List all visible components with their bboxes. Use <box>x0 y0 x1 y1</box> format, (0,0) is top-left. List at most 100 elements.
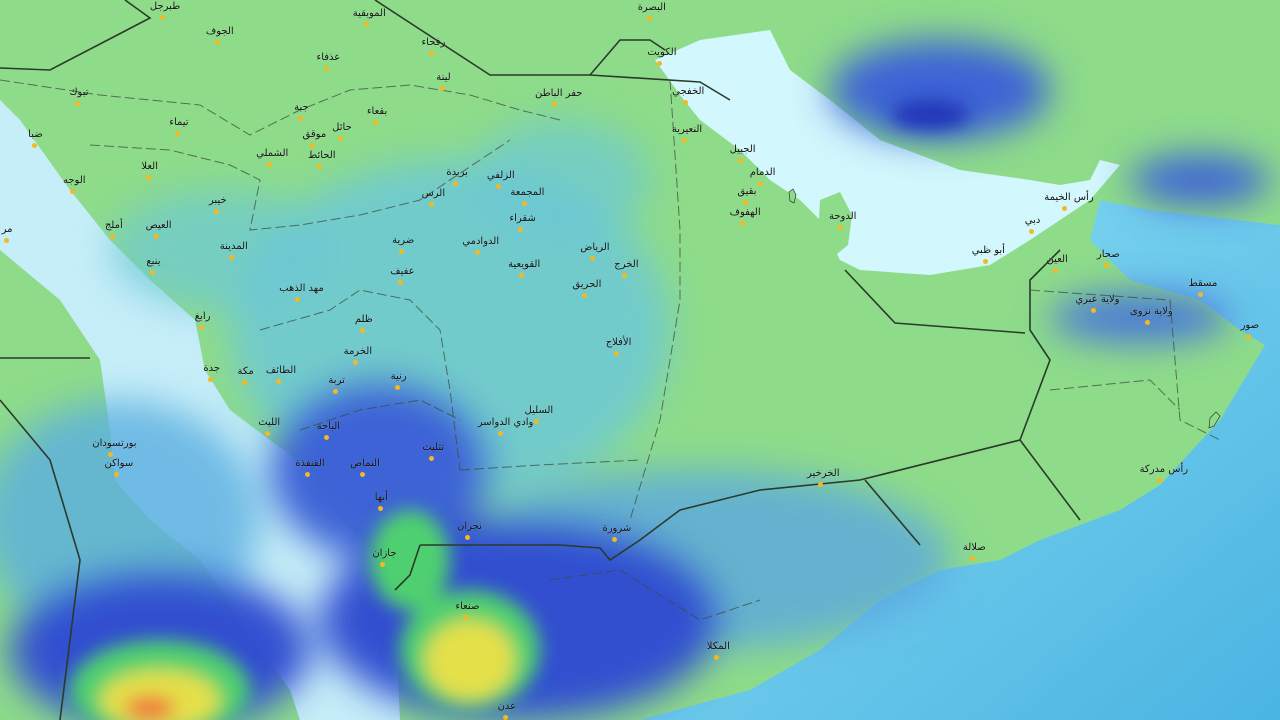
city-label: الحائط <box>307 150 336 161</box>
city-dot-icon <box>266 161 272 167</box>
city-label: الكويت <box>647 47 677 58</box>
arabian-sea <box>640 200 1280 720</box>
city-label: أبها <box>374 492 388 503</box>
city-label: شقراء <box>509 213 536 224</box>
city-label: العين <box>1046 254 1068 265</box>
city-dot-icon <box>502 714 508 720</box>
city-dot-icon <box>332 388 338 394</box>
city-dot-icon <box>69 188 75 194</box>
city-dot-icon <box>107 451 113 457</box>
city-label: دبي <box>1024 215 1041 226</box>
city-label: السليل <box>524 405 554 416</box>
city-dot-icon <box>113 471 119 477</box>
city-label: رأس مدركة <box>1139 464 1189 475</box>
city-label: الطائف <box>265 365 297 376</box>
city-label: مكة <box>237 366 254 377</box>
city-dot-icon <box>304 471 310 477</box>
city-dot-icon <box>359 327 365 333</box>
city-dot-icon <box>241 379 247 385</box>
city-dot-icon <box>613 350 619 356</box>
city-label: عفيف <box>390 266 415 277</box>
city-label: موقق <box>302 129 327 140</box>
city-label: حفر الباطن <box>535 88 583 99</box>
city-label: الرس <box>421 188 446 199</box>
city-label: بورتسودان <box>92 438 137 449</box>
city-dot-icon <box>713 654 719 660</box>
city-label: ضبا <box>28 129 43 140</box>
city-label: الهفوف <box>729 207 761 218</box>
city-label: النماص <box>350 458 380 469</box>
city-dot-icon <box>372 119 378 125</box>
city-label: جبة <box>294 102 309 113</box>
city-label: مر <box>1 224 13 235</box>
city-label: سواكن <box>104 458 134 469</box>
city-dot-icon <box>742 199 748 205</box>
city-dot-icon <box>31 142 37 148</box>
city-dot-icon <box>159 14 165 20</box>
city-dot-icon <box>757 180 763 186</box>
city-dot-icon <box>337 135 343 141</box>
city-label: الدوحة <box>829 211 857 222</box>
city-label: ظلم <box>354 314 373 325</box>
city-label: الخرخير <box>806 468 840 479</box>
city-dot-icon <box>739 220 745 226</box>
city-label: ينبع <box>146 256 161 267</box>
city-dot-icon <box>214 39 220 45</box>
city-dot-icon <box>517 226 523 232</box>
city-dot-icon <box>359 471 365 477</box>
city-label: تبوك <box>69 87 89 98</box>
city-dot-icon <box>309 142 315 148</box>
city-label: خيبر <box>208 195 227 206</box>
city-label: الحريق <box>572 279 602 290</box>
city-label: الجبيل <box>729 144 756 155</box>
city-label: بقيق <box>737 186 757 197</box>
city-label: لينة <box>436 72 451 83</box>
city-dot-icon <box>316 163 322 169</box>
city-dot-icon <box>394 384 400 390</box>
city-label: الدمام <box>749 167 776 178</box>
city-label: عدن <box>497 701 517 712</box>
city-label: بريدة <box>446 167 468 178</box>
city-label: أملج <box>104 220 123 231</box>
city-dot-icon <box>439 85 445 91</box>
city-label: تربة <box>328 375 345 386</box>
city-dot-icon <box>294 296 300 302</box>
city-dot-icon <box>363 21 369 27</box>
city-dot-icon <box>207 376 213 382</box>
city-dot-icon <box>495 183 501 189</box>
bahrain-island <box>788 188 797 204</box>
city-dot-icon <box>377 505 383 511</box>
city-label: حائل <box>332 122 352 133</box>
city-dot-icon <box>581 292 587 298</box>
city-dot-icon <box>474 249 480 255</box>
city-label: ولاية عبري <box>1075 294 1120 305</box>
city-label: الدوادمي <box>462 236 500 247</box>
city-label: البصرة <box>637 2 666 13</box>
city-label: طبرجل <box>149 1 181 12</box>
city-dot-icon <box>428 201 434 207</box>
city-label: الليث <box>258 417 281 428</box>
city-dot-icon <box>428 455 434 461</box>
city-label: العيص <box>145 220 172 231</box>
city-label: النعيرية <box>671 124 703 135</box>
city-dot-icon <box>1144 319 1150 325</box>
city-label: الوجه <box>62 175 86 186</box>
city-label: المكلا <box>706 641 730 652</box>
city-label: مسقط <box>1188 278 1218 289</box>
city-dot-icon <box>1061 205 1067 211</box>
city-dot-icon <box>497 430 503 436</box>
city-label: وادي الدواسر <box>477 417 534 428</box>
city-dot-icon <box>551 101 557 107</box>
city-dot-icon <box>518 272 524 278</box>
heavy-rain-layer <box>70 100 970 720</box>
city-dot-icon <box>462 614 468 620</box>
city-label: تثليث <box>422 442 445 453</box>
city-dot-icon <box>213 208 219 214</box>
red-sea <box>0 100 400 720</box>
city-label: ولاية نزوى <box>1129 306 1173 317</box>
city-label: شرورة <box>602 523 632 534</box>
city-label: الموبقية <box>352 8 386 19</box>
city-dot-icon <box>521 200 527 206</box>
city-dot-icon <box>297 115 303 121</box>
